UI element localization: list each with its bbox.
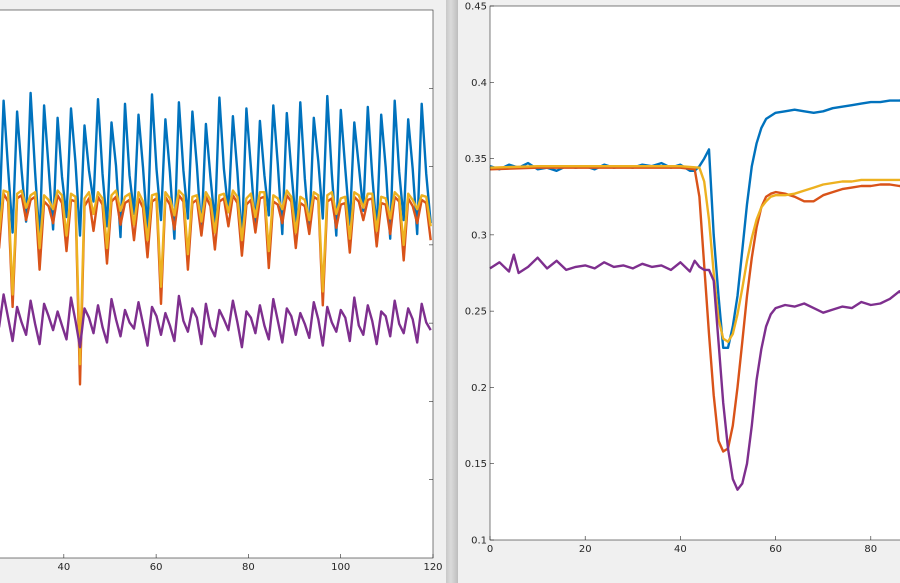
axes-box [489,5,900,541]
window-divider[interactable] [446,0,458,583]
x-tick-label: 80 [864,544,877,555]
series-group [0,91,432,386]
figure-window-left: 40 60 80 100 120 [0,0,446,583]
x-tick-label: 80 [242,562,255,573]
plot-area [490,6,900,540]
figure-window-right: 0 20 40 60 80 0.1 0.15 0.2 0.25 0.3 0.35 0.4 0.45 [458,0,900,583]
x-tick-label: 0 [487,544,493,555]
y-tick-label: 0.3 [471,230,487,241]
series-1-line [0,91,432,244]
y-tick-label: 0.1 [471,536,487,547]
series-2-line [489,166,900,453]
x-tick-label: 120 [423,562,442,573]
x-tick-label: 100 [331,562,350,573]
axes-box [0,9,434,559]
x-tick-label: 40 [674,544,687,555]
y-tick-label: 0.2 [471,383,487,394]
x-tick-label: 40 [57,562,70,573]
series-2-line [0,192,432,386]
x-tick-label: 60 [769,544,782,555]
y-tick-label: 0.35 [465,154,487,165]
chart-right: 0 20 40 60 80 0.1 0.15 0.2 0.25 0.3 0.35 0.4 0.45 [465,2,900,555]
x-tick-label: 60 [150,562,163,573]
y-tick-label: 0.45 [465,2,487,13]
series-4-line [0,293,432,349]
y-tick-label: 0.15 [465,459,487,470]
series-3-line [489,164,900,343]
series-3-line [0,189,432,366]
y-tick-label: 0.25 [465,307,487,318]
plot-area [0,10,433,558]
x-tick-label: 20 [579,544,592,555]
series-group [489,99,900,491]
chart-left: 40 60 80 100 120 [0,9,443,573]
y-tick-label: 0.4 [471,78,487,89]
series-4-line [489,253,900,491]
